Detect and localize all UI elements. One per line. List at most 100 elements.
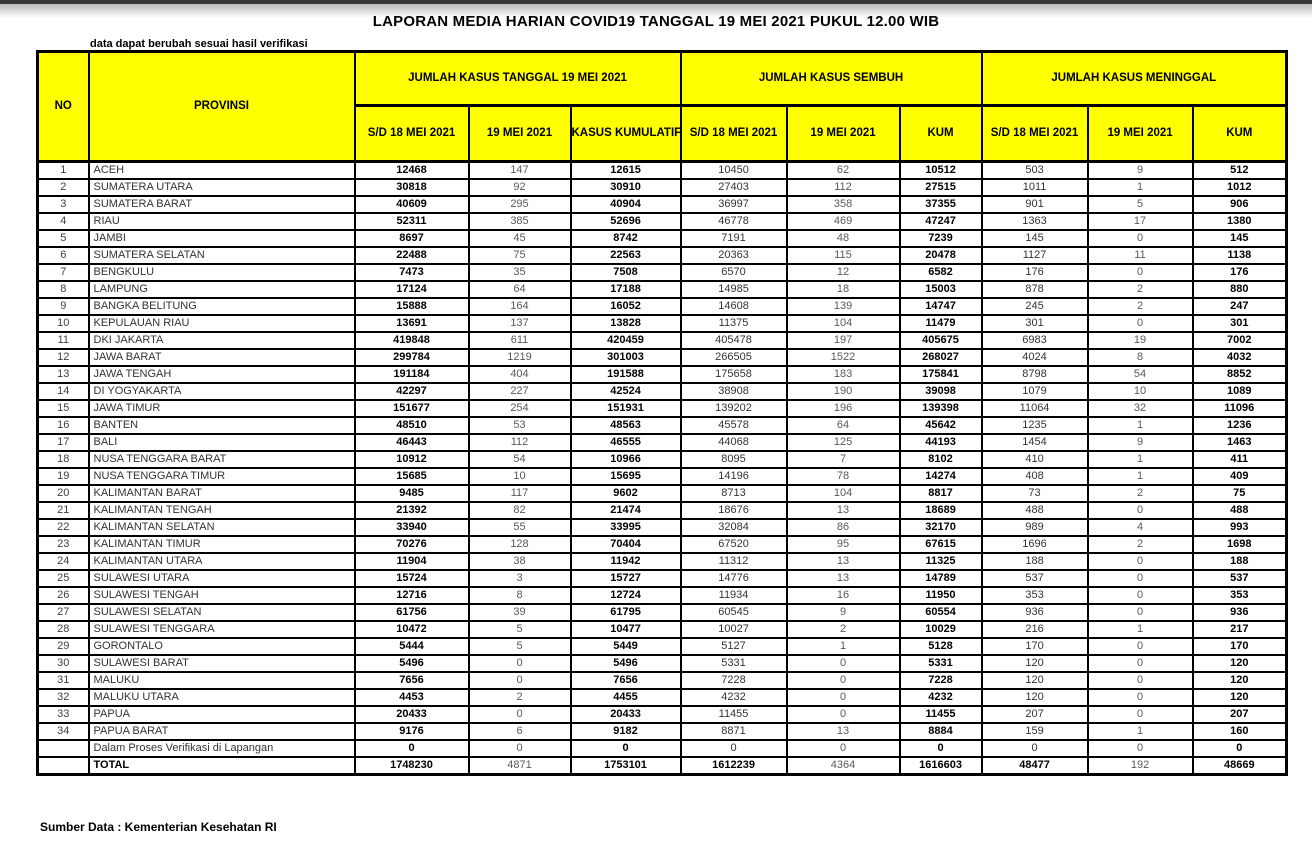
table-row: 24 KALIMANTAN UTARA 11904 38 11942 11312 13 113…: [36, 552, 1288, 571]
cell-s_sd: 0: [679, 739, 788, 758]
cell-m_kum: 11096: [1191, 399, 1288, 418]
cell-no: 34: [36, 722, 90, 741]
table-row: 22 KALIMANTAN SELATAN 33940 55 33995 32084 86 3…: [36, 518, 1288, 537]
cell-s_19: 86: [785, 518, 901, 537]
cell-m_kum: 1698: [1191, 535, 1288, 554]
table-row: 5 JAMBI 8697 45 8742 7191 48 7239 145 0 145: [36, 229, 1288, 248]
cell-k_19: 45: [467, 229, 572, 248]
cell-k_19: 0: [467, 739, 572, 758]
cell-s_kum: 8102: [898, 450, 983, 469]
cell-s_kum: 45642: [898, 416, 983, 435]
cell-s_19: 95: [785, 535, 901, 554]
table-row: 12 JAWA BARAT 299784 1219 301003 266505 1522 26…: [36, 348, 1288, 367]
cell-m_sd: 11064: [980, 399, 1089, 418]
cell-k_19: 0: [467, 705, 572, 724]
cell-m_19: 0: [1086, 603, 1194, 622]
cell-m_19: 19: [1086, 331, 1194, 350]
cell-k_sd: 12716: [353, 586, 470, 605]
cell-k_sd: 8697: [353, 229, 470, 248]
cell-s_kum: 11455: [898, 705, 983, 724]
cell-m_19: 54: [1086, 365, 1194, 384]
col-header-kasus-19: 19 MEI 2021: [467, 104, 572, 163]
cell-k_sd: 9176: [353, 722, 470, 741]
cell-no: 14: [36, 382, 90, 401]
cell-provinsi: JAMBI: [87, 229, 356, 248]
cell-k_sd: 22488: [353, 246, 470, 265]
cell-k_19: 38: [467, 552, 572, 571]
cell-s_kum: 47247: [898, 212, 983, 231]
cell-s_19: 4364: [785, 756, 901, 776]
cell-m_kum: 1463: [1191, 433, 1288, 452]
cell-s_19: 13: [785, 552, 901, 571]
cell-no: 4: [36, 212, 90, 231]
cell-no: 17: [36, 433, 90, 452]
table-row: 20 KALIMANTAN BARAT 9485 117 9602 8713 104 8817…: [36, 484, 1288, 503]
cell-k_sd: 61756: [353, 603, 470, 622]
cell-k_kum: 5449: [569, 637, 682, 656]
cell-k_kum: 1753101: [569, 756, 682, 776]
table-row: 8 LAMPUNG 17124 64 17188 14985 18 15003 878 2 880: [36, 280, 1288, 299]
table-row: 27 SULAWESI SELATAN 61756 39 61795 60545 9 6055…: [36, 603, 1288, 622]
cell-k_kum: 30910: [569, 178, 682, 197]
cell-provinsi: SUMATERA UTARA: [87, 178, 356, 197]
cell-s_kum: 37355: [898, 195, 983, 214]
cell-m_19: 0: [1086, 637, 1194, 656]
table-row: 26 SULAWESI TENGAH 12716 8 12724 11934 16 11950…: [36, 586, 1288, 605]
cell-k_19: 137: [467, 314, 572, 333]
table-row: 21 KALIMANTAN TENGAH 21392 82 21474 18676 13 18…: [36, 501, 1288, 520]
cell-s_sd: 44068: [679, 433, 788, 452]
cell-k_kum: 7656: [569, 671, 682, 690]
cell-k_kum: 13828: [569, 314, 682, 333]
cell-k_kum: 15727: [569, 569, 682, 588]
cell-m_kum: 120: [1191, 654, 1288, 673]
cell-k_kum: 46555: [569, 433, 682, 452]
cell-k_sd: 30818: [353, 178, 470, 197]
cell-provinsi: KALIMANTAN TIMUR: [87, 535, 356, 554]
cell-m_sd: 176: [980, 263, 1089, 282]
cell-k_sd: 4453: [353, 688, 470, 707]
cell-k_kum: 9602: [569, 484, 682, 503]
table-row: 19 NUSA TENGGARA TIMUR 15685 10 15695 14196 78…: [36, 467, 1288, 486]
cell-m_19: 1: [1086, 467, 1194, 486]
cell-m_sd: 6983: [980, 331, 1089, 350]
table-row: 28 SULAWESI TENGGARA 10472 5 10477 10027 2 1002…: [36, 620, 1288, 639]
cell-s_kum: 8817: [898, 484, 983, 503]
cell-s_kum: 7239: [898, 229, 983, 248]
cell-s_19: 0: [785, 705, 901, 724]
cell-k_sd: 48510: [353, 416, 470, 435]
cell-m_kum: 880: [1191, 280, 1288, 299]
cell-k_19: 8: [467, 586, 572, 605]
cell-s_kum: 14747: [898, 297, 983, 316]
cell-k_kum: 16052: [569, 297, 682, 316]
cell-k_19: 0: [467, 671, 572, 690]
cell-k_19: 6: [467, 722, 572, 741]
cell-k_sd: 11904: [353, 552, 470, 571]
cell-k_19: 2: [467, 688, 572, 707]
cell-s_19: 358: [785, 195, 901, 214]
cell-provinsi: PAPUA: [87, 705, 356, 724]
cell-m_kum: 160: [1191, 722, 1288, 741]
cell-m_19: 0: [1086, 552, 1194, 571]
cell-s_kum: 11325: [898, 552, 983, 571]
cell-s_kum: 405675: [898, 331, 983, 350]
cell-k_sd: 7656: [353, 671, 470, 690]
cell-provinsi: KALIMANTAN BARAT: [87, 484, 356, 503]
cell-m_sd: 1454: [980, 433, 1089, 452]
cell-no: 9: [36, 297, 90, 316]
cell-m_sd: 353: [980, 586, 1089, 605]
cell-m_19: 9: [1086, 160, 1194, 180]
cell-m_sd: 901: [980, 195, 1089, 214]
cell-s_sd: 11375: [679, 314, 788, 333]
cell-provinsi: BALI: [87, 433, 356, 452]
cell-k_sd: 419848: [353, 331, 470, 350]
cell-m_sd: 410: [980, 450, 1089, 469]
cell-m_19: 2: [1086, 484, 1194, 503]
cell-k_kum: 151931: [569, 399, 682, 418]
cell-k_kum: 420459: [569, 331, 682, 350]
cell-m_kum: 409: [1191, 467, 1288, 486]
cell-k_19: 3: [467, 569, 572, 588]
cell-k_kum: 61795: [569, 603, 682, 622]
cell-k_sd: 21392: [353, 501, 470, 520]
cell-m_19: 0: [1086, 671, 1194, 690]
cell-m_19: 4: [1086, 518, 1194, 537]
